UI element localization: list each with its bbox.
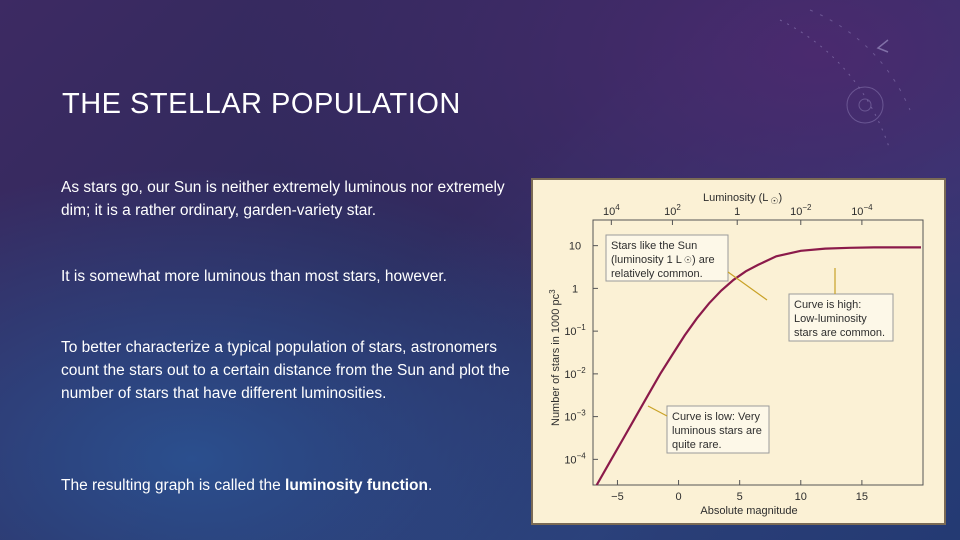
x-tick-label: 5 <box>737 491 743 503</box>
plot-area-frame <box>592 219 924 486</box>
svg-text:(luminosity 1 L☉) are: (luminosity 1 L ☉) are <box>611 254 715 266</box>
luminosity-curve <box>595 246 921 486</box>
annotation-curve-high: Curve is high: Low-luminosity stars are … <box>788 268 894 342</box>
svg-text:luminous stars are: luminous stars are <box>672 425 762 437</box>
x-tick-label: 10 <box>795 491 807 503</box>
luminosity-function-term: luminosity function <box>285 477 428 494</box>
x-tick-label: 0 <box>675 491 681 503</box>
paragraph-population: To better characterize a typical populat… <box>61 339 510 402</box>
top-tick-label: 10−4 <box>851 203 873 218</box>
y-tick-label: 1 <box>572 283 578 295</box>
svg-text:stars are common.: stars are common. <box>794 327 885 339</box>
top-tick-label: 10−2 <box>790 203 812 218</box>
decorative-constellation <box>779 9 911 151</box>
luminosity-function-figure: Luminosity (L ☉) 104 102 1 10−2 10−4 Number o… <box>531 178 946 525</box>
paragraph-sun-luminous: It is somewhat more luminous than most s… <box>61 268 447 285</box>
svg-text:Low-luminosity: Low-luminosity <box>794 313 867 325</box>
y-tick-label: 10−2 <box>564 366 586 381</box>
y-tick-label: 10−3 <box>564 409 586 424</box>
top-tick-label: 102 <box>664 203 681 218</box>
top-axis-label: Luminosity (L ☉) <box>703 192 782 206</box>
y-tick-label: 10−1 <box>564 323 586 338</box>
x-tick-label: 15 <box>856 491 868 503</box>
p4-suffix: . <box>427 477 433 494</box>
top-tick-label: 1 <box>734 206 740 218</box>
svg-text:quite rare.: quite rare. <box>672 439 722 451</box>
svg-text:relatively common.: relatively common. <box>611 268 703 280</box>
annotation-curve-low: Curve is low: Very luminous stars are qu… <box>647 405 770 454</box>
y-axis-label: Number of stars in 1000 pc3 <box>548 289 562 426</box>
sun-symbol: ☉ <box>770 196 778 206</box>
p4-prefix: The resulting graph is called the <box>61 477 286 494</box>
svg-text:Stars like the Sun: Stars like the Sun <box>611 240 697 252</box>
annotation-sun: Stars like the Sun (luminosity 1 L ☉) are… <box>605 234 768 301</box>
y-tick-label: 10 <box>569 241 581 253</box>
x-tick-label: −5 <box>611 491 624 503</box>
slide-title: THE STELLAR POPULATION <box>62 88 461 120</box>
paragraph-luminosity-function: The resulting graph is called the lumino… <box>61 474 531 497</box>
x-axis-ticks: −5 0 5 10 15 <box>611 480 868 503</box>
sun-symbol-2: ☉ <box>684 255 692 265</box>
top-axis-ticks: 104 102 1 10−2 10−4 <box>603 203 873 225</box>
svg-text:Curve is high:: Curve is high: <box>794 299 861 311</box>
y-axis-ticks: 10 1 10−1 10−2 10−3 10−4 <box>564 241 598 466</box>
luminosity-function-chart: Luminosity (L ☉) 104 102 1 10−2 10−4 Number o… <box>548 192 924 517</box>
y-tick-label: 10−4 <box>564 451 586 466</box>
x-axis-label: Absolute magnitude <box>700 505 797 517</box>
top-tick-label: 104 <box>603 203 620 218</box>
paragraph-sun-ordinary: As stars go, our Sun is neither extremel… <box>61 179 505 219</box>
svg-text:Curve is low: Very: Curve is low: Very <box>672 411 761 423</box>
